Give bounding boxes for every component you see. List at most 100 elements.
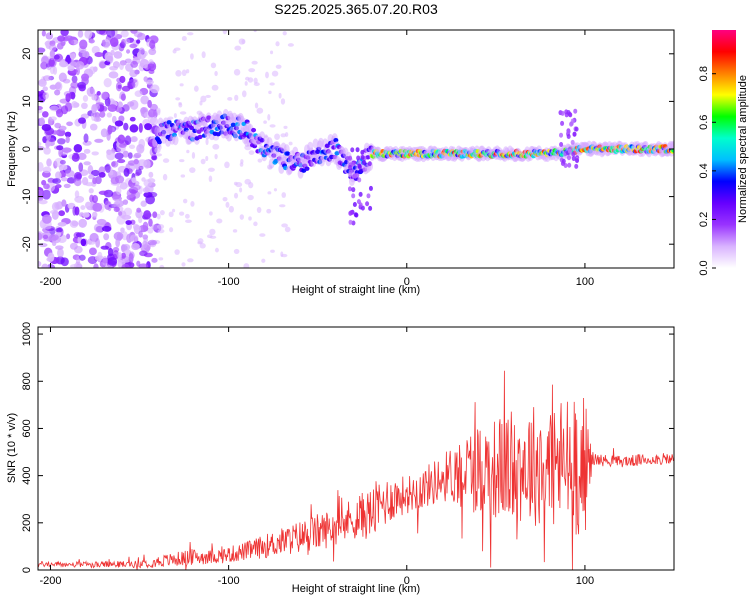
spectrogram-noise-blob — [208, 175, 213, 183]
spectrogram-noise-blob — [58, 72, 67, 83]
spectrogram-noise-blob — [91, 195, 99, 204]
spectrogram-x-axis-label: Height of straight line (km) — [292, 284, 420, 296]
spectrogram-noise-blob — [117, 101, 123, 109]
spectrogram-noise-blob — [83, 148, 91, 154]
spectrogram-noise-blob — [120, 93, 126, 101]
spectrogram-noise-blob — [147, 108, 156, 118]
spectrogram-noise-blob — [261, 258, 266, 263]
spectrogram-noise-blob — [224, 161, 230, 169]
spectrogram-noise-blob — [253, 30, 257, 33]
spectrogram-noise-blob — [121, 263, 130, 268]
spectrogram-noise-blob — [58, 148, 64, 158]
spectrogram-noise-blob — [74, 190, 80, 199]
spectrogram-spur-blob — [567, 148, 572, 154]
spectrogram-noise-blob — [154, 147, 161, 154]
spectrogram-noise-blob — [78, 218, 88, 228]
snr-y-tick-label: 0 — [21, 567, 33, 573]
spectrogram-noise-blob — [42, 214, 52, 224]
spectrogram-noise-blob — [139, 250, 148, 257]
spectrogram-noise-blob — [83, 161, 91, 166]
spectrogram-noise-blob — [58, 60, 69, 68]
spectrogram-noise-blob — [244, 81, 248, 86]
spectrogram-noise-blob — [114, 152, 124, 160]
spectrogram-noise-blob — [122, 104, 130, 112]
spectrogram-spur-blob — [366, 193, 371, 199]
spectrogram-ridge-halo — [172, 135, 179, 146]
spectrogram-noise-blob — [130, 60, 139, 68]
spectrogram-noise-blob — [121, 214, 132, 220]
spectrogram-noise-blob — [288, 141, 293, 146]
spectrogram-noise-blob — [205, 94, 211, 98]
spectrogram-noise-blob — [75, 232, 86, 238]
colorbar-tick-label: 0.0 — [698, 260, 710, 275]
spectrogram-noise-blob — [38, 105, 43, 111]
spectrogram-noise-blob — [211, 84, 219, 91]
spectrogram-noise-blob — [278, 92, 282, 99]
spectrogram-noise-blob — [41, 111, 49, 118]
spectrogram-noise-blob — [69, 220, 79, 228]
spectrogram-noise-blob — [240, 159, 244, 164]
spectrogram-noise-blob — [41, 189, 51, 200]
spectrogram-x-ticks: -200 -100 0 100 — [39, 30, 594, 288]
spectrogram-spur-blob — [356, 155, 361, 161]
spectrogram-noise-blob — [147, 178, 156, 184]
spectrogram-noise-blob — [80, 238, 87, 247]
spectrogram-spur-blob — [368, 205, 373, 211]
spectrogram-spur-blob — [357, 163, 362, 169]
spectrogram-noise-blob — [267, 191, 272, 195]
spectrogram-noise-blob — [80, 205, 86, 210]
spectrogram-noise-blob — [253, 77, 258, 84]
spectrogram-noise-blob — [98, 166, 106, 175]
spectrogram-noise-blob — [38, 141, 42, 147]
spectrogram-noise-blob — [91, 169, 100, 177]
spectrogram-noise-blob — [113, 51, 123, 59]
spectrogram-noise-blob — [253, 221, 258, 227]
spectrogram-noise-blob — [83, 133, 89, 143]
spectrogram-noise-blob — [42, 75, 52, 81]
spectrogram-noise-blob — [267, 114, 271, 121]
spectrogram-noise-blob — [122, 199, 129, 205]
spectrogram-spur-blob — [566, 155, 571, 161]
spectrogram-noise-blob — [287, 43, 294, 47]
spectrogram-noise-blob — [69, 53, 76, 60]
spectrogram-noise-blob — [133, 152, 142, 159]
spectrogram-noise-blob — [147, 239, 158, 246]
spectrogram-noise-blob — [155, 153, 163, 157]
spectrogram-noise-blob — [42, 166, 52, 174]
spectrogram-noise-blob — [156, 213, 161, 220]
spectrogram-noise-blob — [157, 229, 165, 234]
spectrogram-noise-blob — [256, 107, 264, 114]
spectrogram-noise-blob — [181, 35, 187, 41]
spectrogram-noise-blob — [38, 232, 43, 241]
spectrogram-noise-blob — [239, 214, 244, 220]
spectrogram-ridge-blob — [206, 115, 212, 120]
spectrogram-noise-blob — [78, 117, 86, 124]
spectrogram-noise-blob — [61, 105, 69, 115]
spectrogram-noise-blob — [186, 149, 190, 154]
spectrogram-noise-blob — [144, 123, 153, 131]
spectrogram-noise-blob — [117, 252, 122, 260]
spectrogram-noise-blob — [207, 234, 213, 239]
spectrogram-spur-blob — [360, 154, 365, 160]
spectrogram-noise-blob — [84, 30, 93, 39]
spectrogram-noise-blob — [93, 263, 99, 268]
spectrogram-noise-blob — [111, 115, 117, 124]
spectrogram-noise-blob — [91, 151, 99, 156]
spectrogram-noise-blob — [91, 45, 100, 54]
spectrogram-noise-blob — [95, 226, 104, 233]
spectrogram-noise-blob — [105, 55, 113, 63]
spectrogram-noise-blob — [116, 159, 126, 164]
spectrogram-spur-blob — [567, 162, 572, 168]
spectrogram-noise-blob — [175, 97, 181, 101]
spectrogram-noise-blob — [138, 122, 143, 133]
spectrogram-noise-blob — [130, 234, 139, 243]
spectrogram-noise-blob — [234, 94, 239, 101]
spectrogram-noise-blob — [117, 134, 126, 144]
spectrogram-noise-blob — [61, 199, 67, 207]
spectrogram-noise-blob — [103, 233, 110, 241]
spectrogram-noise-blob — [139, 58, 149, 69]
spectrogram-noise-blob — [233, 181, 238, 186]
spectrogram-spur-blob — [354, 212, 359, 218]
spectrogram-noise-blob — [93, 117, 102, 122]
spectrogram-noise-blob — [282, 31, 287, 36]
